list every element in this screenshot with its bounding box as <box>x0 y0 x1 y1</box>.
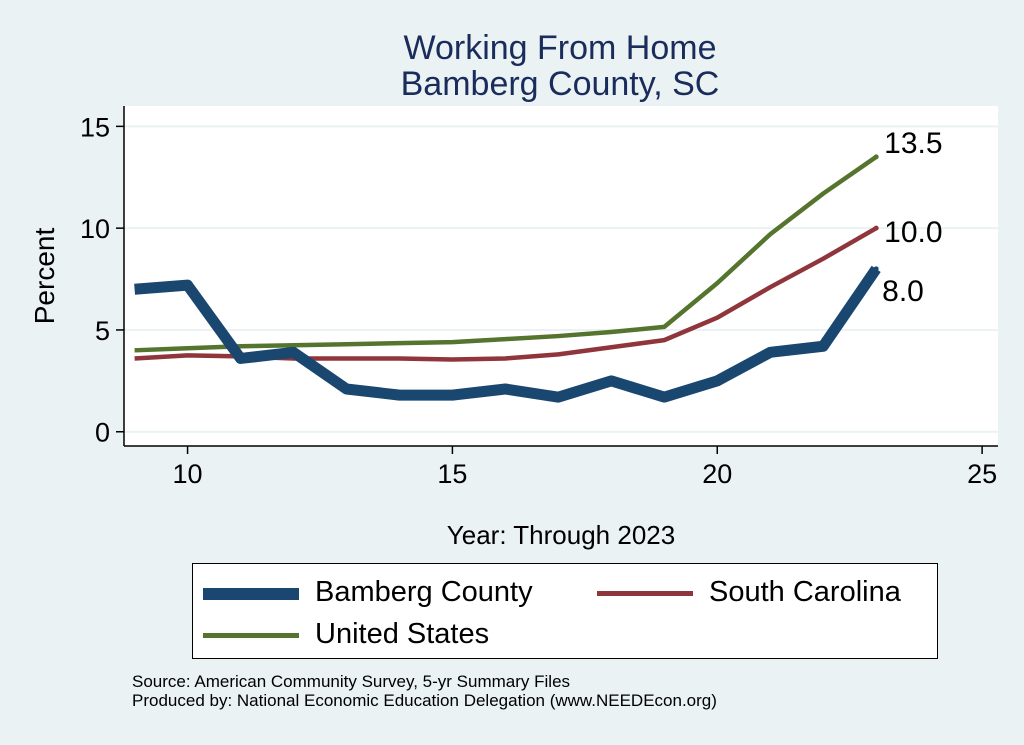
y-axis-label: Percent <box>29 228 60 325</box>
series-line-bamberg-county <box>134 265 881 403</box>
end-value-label: 13.5 <box>884 127 942 160</box>
x-tick-label: 25 <box>967 459 997 489</box>
legend-label: South Carolina <box>709 576 901 608</box>
chart-title: Working From Home <box>403 29 717 67</box>
source-note: Source: American Community Survey, 5-yr … <box>132 672 717 710</box>
legend-label: Bamberg County <box>315 576 533 608</box>
producer-line: Produced by: National Economic Education… <box>132 691 717 710</box>
legend-swatch <box>203 633 299 638</box>
end-value-label: 10.0 <box>884 216 942 249</box>
chart-subtitle: Bamberg County, SC <box>400 65 720 103</box>
y-tick-label: 5 <box>95 316 110 346</box>
legend-swatch <box>203 588 299 600</box>
y-tick-label: 0 <box>95 418 110 448</box>
plot-area <box>124 106 998 446</box>
legend-swatch <box>597 591 693 596</box>
x-tick-label: 20 <box>702 459 732 489</box>
end-value-label: 8.0 <box>882 275 924 308</box>
end-point-marker <box>873 225 879 231</box>
line-chart: 0 5 10 15 10 15 20 25 8.0 10.0 13.5 Percent Year:… <box>29 106 998 550</box>
y-tick-label: 15 <box>80 112 110 142</box>
x-axis-label: Year: Through 2023 <box>447 520 675 550</box>
series-line-united-states <box>134 155 878 353</box>
legend: Bamberg County South Carolina United Sta… <box>192 563 938 659</box>
x-tick-label: 10 <box>173 459 203 489</box>
source-line: Source: American Community Survey, 5-yr … <box>132 672 571 691</box>
legend-label: United States <box>315 618 490 650</box>
x-tick-label: 15 <box>437 459 467 489</box>
end-point-marker <box>873 266 879 272</box>
y-tick-label: 10 <box>80 214 110 244</box>
end-point-marker <box>873 154 879 160</box>
